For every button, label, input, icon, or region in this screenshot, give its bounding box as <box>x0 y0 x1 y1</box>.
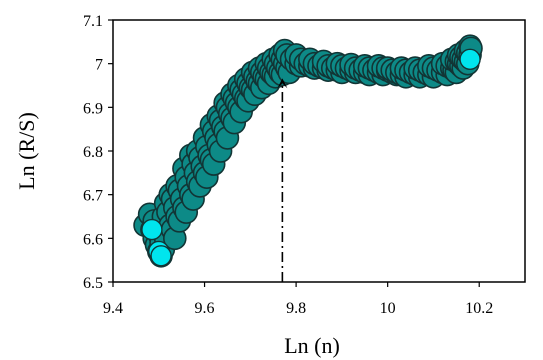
x-tick-label-4: 10.2 <box>465 300 493 317</box>
highlight-points <box>141 48 481 267</box>
y-tick-label-1: 6.6 <box>83 231 103 248</box>
x-tick-label-1: 9.6 <box>195 300 215 317</box>
highlight-point-3 <box>459 48 481 70</box>
x-tick-label-3: 10 <box>380 300 396 317</box>
y-tick-label-4: 6.9 <box>83 100 103 117</box>
y-tick-label-3: 6.8 <box>83 144 103 161</box>
highlight-point-2 <box>150 245 172 267</box>
x-tick-label-0: 9.4 <box>103 300 123 317</box>
y-tick-label-5: 7 <box>95 57 103 74</box>
x-tick-label-2: 9.8 <box>286 300 306 317</box>
highlight-point-0 <box>141 218 163 241</box>
x-axis-title: Ln (n) <box>284 333 340 358</box>
y-tick-label-2: 6.7 <box>83 188 103 205</box>
y-tick-label-6: 7.1 <box>83 13 103 30</box>
y-tick-label-0: 6.5 <box>83 275 103 292</box>
y-axis-title: Ln (R/S) <box>14 112 39 190</box>
